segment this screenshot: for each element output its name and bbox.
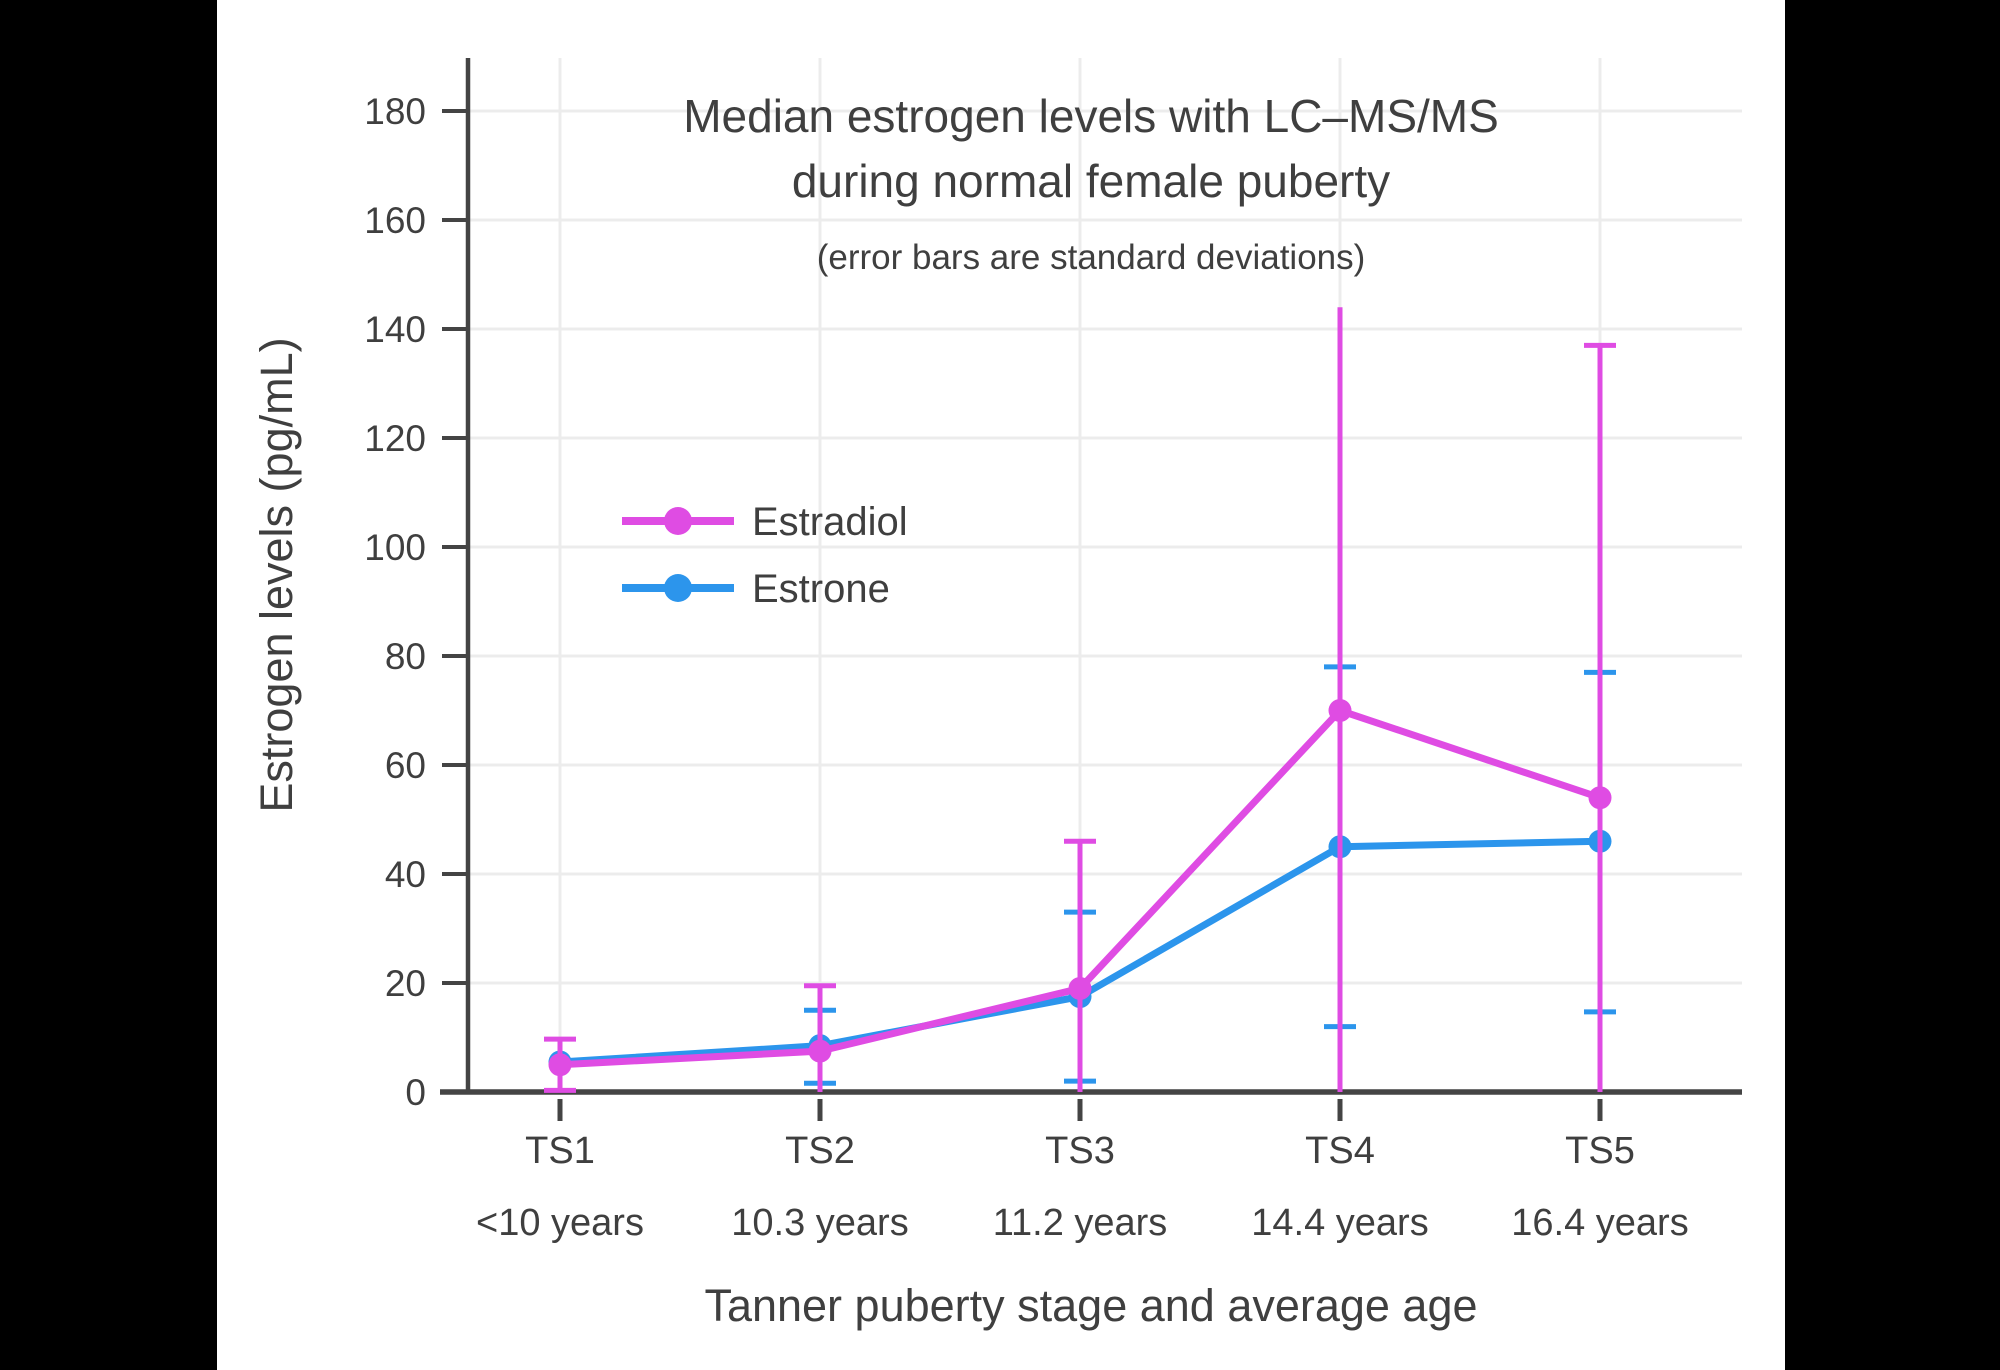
- data-point-estradiol-ts1[interactable]: [548, 1053, 572, 1077]
- x-tick-label: TS1: [525, 1130, 595, 1172]
- y-tick-label: 40: [385, 854, 426, 895]
- chart-title-line2: during normal female puberty: [791, 155, 1391, 208]
- plot-area: 0 20 40 60 80 100 120 140 160 180 TS1 <10 years TS2 1…: [364, 58, 1742, 1244]
- legend-label: Estradiol: [752, 500, 908, 544]
- y-axis-title: Estrogen levels (pg/mL): [251, 337, 302, 813]
- x-tick-sublabel: 14.4 years: [1251, 1202, 1428, 1244]
- legend-marker-dot: [664, 574, 692, 602]
- data-point-estradiol-ts5[interactable]: [1588, 786, 1612, 810]
- x-tick-sublabel: 10.3 years: [731, 1202, 908, 1244]
- y-tick-label: 60: [385, 745, 426, 786]
- y-tick-label: 180: [364, 91, 426, 132]
- legend-item-estrone[interactable]: Estrone: [622, 567, 890, 611]
- y-tick-label: 20: [385, 963, 426, 1004]
- data-point-estradiol-ts3[interactable]: [1068, 976, 1092, 1000]
- chart-subtitle: (error bars are standard deviations): [816, 238, 1366, 277]
- data-point-estradiol-ts4[interactable]: [1328, 699, 1352, 722]
- figure-background: [217, 0, 1785, 1370]
- chart-title-line1: Median estrogen levels with LC–MS/MS: [683, 90, 1499, 142]
- x-tick-sublabel: <10 years: [476, 1202, 644, 1244]
- x-tick-sublabel: 16.4 years: [1511, 1202, 1688, 1244]
- y-tick-label: 140: [364, 309, 426, 350]
- legend-marker-dot: [664, 507, 692, 535]
- chart-title: Median estrogen levels with LC–MS/MS dur…: [402, 84, 1780, 215]
- x-tick-label: TS2: [785, 1130, 855, 1172]
- x-axis-title: Tanner puberty stage and average age: [704, 1280, 1478, 1331]
- y-tick-label: 80: [385, 636, 426, 677]
- legend-label: Estrone: [752, 567, 890, 611]
- y-tick-label: 0: [405, 1072, 426, 1113]
- x-tick-label: TS3: [1045, 1130, 1115, 1172]
- x-tick-label: TS5: [1565, 1130, 1635, 1172]
- x-tick-sublabel: 11.2 years: [993, 1202, 1168, 1244]
- y-tick-label: 100: [364, 527, 426, 568]
- data-point-estradiol-ts2[interactable]: [808, 1039, 832, 1063]
- legend: Estradiol Estrone: [622, 500, 908, 611]
- x-tick-label: TS4: [1305, 1130, 1375, 1172]
- y-tick-label: 160: [364, 200, 426, 241]
- legend-item-estradiol[interactable]: Estradiol: [622, 500, 908, 544]
- y-tick-label: 120: [364, 418, 426, 459]
